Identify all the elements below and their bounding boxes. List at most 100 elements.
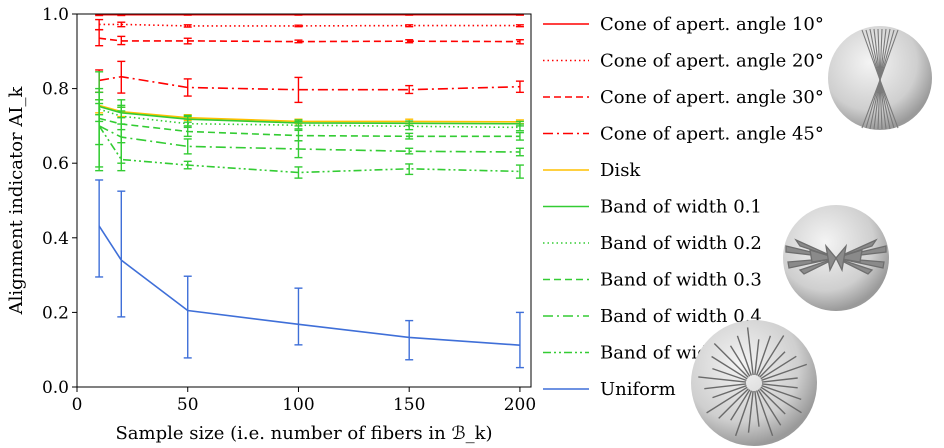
legend-item: Cone of apert. angle 20° [543, 51, 824, 72]
x-tick-label: 0 [72, 395, 83, 415]
x-tick-label: 150 [393, 395, 425, 415]
y-tick-label: 0.2 [42, 303, 69, 323]
legend-label: Band of width 0.4 [600, 306, 762, 327]
legend-label: Cone of apert. angle 10° [600, 14, 824, 35]
series-3-line [99, 37, 520, 43]
series-10-errorbar [183, 160, 192, 170]
series-4-errorbar [515, 80, 524, 94]
series-11-errorbar [405, 319, 414, 361]
series-2-errorbar [294, 24, 303, 28]
legend-label: Uniform [600, 379, 676, 400]
series-1-errorbar [95, 13, 104, 17]
x-tick-label: 200 [504, 395, 536, 415]
legend-item: Cone of apert. angle 30° [543, 87, 824, 108]
series-4-line [98, 75, 520, 91]
series-8-errorbar [183, 125, 192, 138]
series-7-errorbar [515, 123, 524, 132]
series-8 [95, 91, 524, 146]
legend-label: Disk [600, 160, 641, 181]
y-tick-label: 1.0 [42, 5, 69, 25]
legend-item: Band of width 0.2 [543, 233, 762, 254]
uniform-sphere-image [691, 320, 817, 446]
series-10-line [98, 125, 520, 174]
series-7-line [98, 108, 520, 129]
x-tick-label: 50 [177, 395, 199, 415]
series-3-errorbar [405, 39, 414, 44]
series-2 [95, 18, 524, 31]
series-3-errorbar [294, 39, 303, 44]
series-4-errorbar [294, 76, 303, 104]
legend-label: Cone of apert. angle 20° [600, 51, 824, 72]
cone-sphere-image [828, 26, 932, 130]
plot-frame [76, 13, 532, 388]
series-3-errorbar [117, 35, 126, 46]
legend-item: Band of width 0.3 [543, 270, 762, 291]
y-tick-label: 0.6 [42, 154, 69, 174]
series-2-errorbar [117, 21, 126, 28]
series-8-line [98, 117, 520, 138]
series-10-errorbar [515, 164, 524, 179]
series-4-errorbar [117, 60, 126, 94]
series-4 [95, 60, 524, 104]
y-axis-label: Alignment indicator AI_k [6, 86, 27, 316]
series-11-errorbar [95, 179, 104, 278]
series-4-errorbar [183, 78, 192, 97]
legend-item: Cone of apert. angle 10° [543, 14, 824, 35]
legend-label: Band of width 0.2 [600, 233, 762, 254]
series-9-errorbar [515, 147, 524, 157]
series-9-errorbar [183, 138, 192, 155]
legend-label: Cone of apert. angle 45° [600, 124, 824, 145]
series-2-errorbar [183, 24, 192, 28]
y-tick-label: 0.4 [42, 229, 69, 249]
series-1 [95, 13, 524, 17]
series-3-errorbar [95, 28, 104, 47]
series-2-errorbar [405, 24, 414, 28]
series-11-line [98, 225, 520, 346]
series-8-errorbar [405, 132, 414, 140]
legend-item: Disk [543, 160, 641, 181]
series-5 [95, 99, 524, 125]
legend-label: Band of width 0.1 [600, 197, 762, 218]
series-8-errorbar [515, 131, 524, 141]
series-10-errorbar [95, 102, 104, 172]
series-4-errorbar [405, 84, 414, 95]
series-1-errorbar [117, 13, 126, 17]
series-10-errorbar [294, 166, 303, 179]
legend-item: Cone of apert. angle 45° [543, 124, 824, 145]
series-9-errorbar [405, 147, 414, 155]
band-sphere-image [783, 205, 889, 311]
series-10 [95, 102, 524, 179]
legend-label: Cone of apert. angle 30° [600, 87, 824, 108]
series-11-errorbar [117, 190, 126, 318]
series-3-errorbar [183, 37, 192, 45]
series-10-errorbar [405, 163, 414, 176]
series-2-errorbar [515, 24, 524, 28]
legend-item: Band of width 0.1 [543, 197, 762, 218]
x-tick-label: 100 [282, 395, 314, 415]
axes-layer: 0 50 100 150 200 0.0 0.2 0.4 0.6 0.8 1.0 Sample siz… [6, 5, 536, 444]
series-2-errorbar [95, 18, 104, 31]
legend-label: Band of width 0.3 [600, 270, 762, 291]
series-9-line [98, 125, 520, 153]
series-11-errorbar [183, 275, 192, 359]
series-9-errorbar [294, 140, 303, 159]
y-tick-label: 0.0 [42, 378, 69, 398]
legend-item: Band of width 0.4 [543, 306, 762, 327]
series-3-errorbar [515, 39, 524, 45]
x-axis-label: Sample size (i.e. number of fibers in ℬ_… [115, 423, 492, 444]
series-6-line [98, 105, 520, 125]
legend: Cone of apert. angle 10° Cone of apert. a… [543, 14, 824, 400]
series-2-line [99, 23, 520, 27]
legend-item: Uniform [543, 379, 676, 400]
series-11-errorbar [294, 287, 303, 346]
series-layer [95, 13, 524, 369]
series-7-errorbar [405, 122, 414, 131]
series-10-errorbar [117, 128, 126, 172]
series-3 [95, 28, 524, 47]
y-tick-label: 0.8 [42, 80, 69, 100]
series-7-errorbar [294, 120, 303, 130]
series-11 [95, 179, 524, 369]
series-11-errorbar [515, 311, 524, 369]
series-5-line [98, 104, 520, 123]
